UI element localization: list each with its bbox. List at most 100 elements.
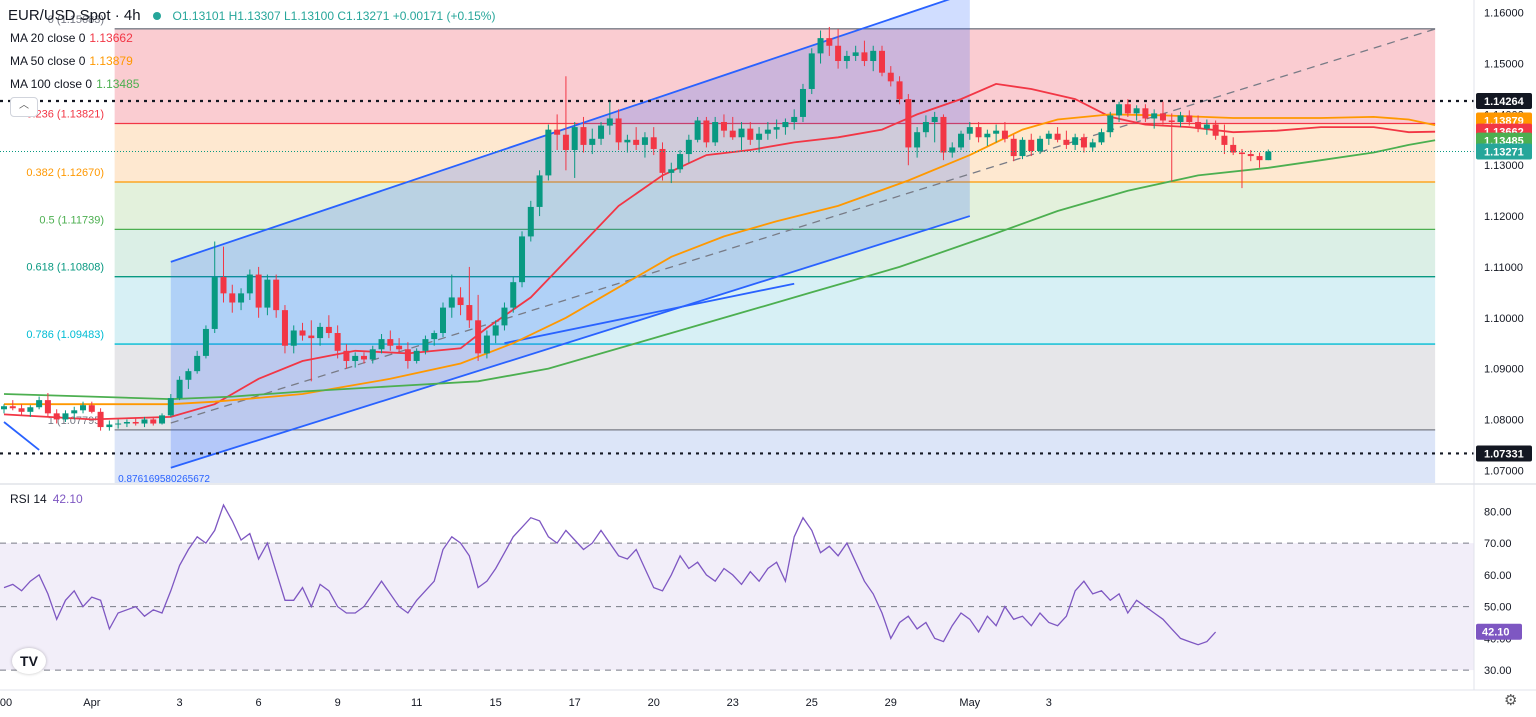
candle-body — [1010, 138, 1017, 157]
candle-body — [835, 45, 842, 62]
candle-body — [36, 400, 43, 408]
price-tick-label: 1.08000 — [1484, 414, 1524, 426]
moving-average-1 — [4, 113, 1436, 406]
candle-body — [1072, 137, 1079, 145]
time-tick-label: Apr — [83, 697, 100, 709]
candle-body — [18, 408, 25, 412]
chart-header: EUR/USD Spot · 4h O1.13101 H1.13307 L1.1… — [8, 7, 495, 24]
ma20-legend[interactable]: MA 20 close 0 1.13662 — [10, 31, 133, 45]
candle-body — [317, 326, 324, 339]
time-tick-label: 3 — [1046, 697, 1052, 709]
candle-body — [123, 421, 130, 424]
time-tick-label: 9 — [335, 697, 341, 709]
candle-body — [1177, 115, 1184, 123]
candle-body — [729, 130, 736, 138]
candle-body — [27, 407, 34, 412]
time-tick-label: 11 — [411, 697, 422, 709]
fib-label-0.382: 0.382 (1.12670) — [26, 167, 104, 179]
candle-body — [1186, 115, 1193, 123]
fib-label-0.5: 0.5 (1.11739) — [39, 214, 104, 226]
ma100-value: 1.13485 — [96, 77, 140, 91]
candle-body — [1063, 139, 1070, 145]
candle-body — [369, 349, 376, 360]
rsi-label: RSI 14 — [10, 492, 47, 506]
candle-body — [633, 139, 640, 145]
candle-body — [694, 120, 701, 140]
price-tag-bg — [1476, 143, 1532, 160]
candle-body — [1151, 113, 1158, 119]
candle-body — [1265, 151, 1272, 161]
trendline-left — [3, 421, 40, 451]
candle-body — [440, 307, 446, 334]
candle-body — [571, 127, 578, 150]
candle-body — [1168, 120, 1175, 123]
candle-body — [896, 81, 903, 100]
candle-body — [229, 293, 236, 303]
candle-body — [1159, 113, 1166, 121]
candle-body — [747, 128, 754, 140]
ma100-legend[interactable]: MA 100 close 0 1.13485 — [10, 77, 139, 91]
gear-icon[interactable]: ⚙ — [1504, 692, 1518, 709]
candle-body — [343, 350, 350, 361]
candle-body — [299, 330, 306, 336]
candle-body — [975, 127, 982, 138]
candle-body — [115, 423, 122, 425]
trendline — [504, 282, 795, 345]
candle-body — [852, 52, 859, 56]
fib-zone-0.5 — [114, 229, 1436, 277]
candle-body — [483, 335, 490, 354]
candle-body — [387, 339, 394, 346]
candle-body — [782, 122, 789, 128]
rsi-tag-label: 42.10 — [1482, 627, 1510, 639]
channel-median-line — [170, 28, 1436, 424]
candle-body — [703, 120, 710, 143]
chevron-up-icon[interactable]: ︿ — [10, 97, 38, 117]
candle-body — [1195, 122, 1202, 129]
candle-body — [246, 274, 253, 294]
price-tag-bg — [1476, 92, 1532, 109]
ma50-label: MA 50 close 0 — [10, 54, 86, 68]
time-tick-label: 23 — [727, 697, 739, 709]
price-tick-label: 1.13000 — [1484, 160, 1524, 172]
candle-body — [466, 305, 473, 321]
candle-body — [589, 138, 596, 145]
price-tag-label: 1.07331 — [1484, 448, 1524, 460]
fib-zone-1 — [114, 429, 1436, 483]
candle-body — [624, 139, 631, 143]
candle-body — [527, 206, 534, 237]
candle-body — [510, 282, 517, 308]
rsi-line — [3, 503, 1217, 646]
candle-body — [53, 413, 60, 420]
candle-body — [791, 116, 798, 123]
candle-body — [738, 128, 745, 138]
price-tick-label: 1.15000 — [1484, 59, 1524, 71]
ma20-value: 1.13662 — [89, 31, 133, 45]
ma50-legend[interactable]: MA 50 close 0 1.13879 — [10, 54, 133, 68]
time-tick-label: May — [959, 697, 980, 709]
rsi-tick-label: 30.00 — [1484, 665, 1512, 677]
symbol-title[interactable]: EUR/USD Spot · 4h — [8, 7, 141, 24]
candle-body — [922, 122, 929, 133]
candle-body — [404, 349, 411, 361]
price-tick-label: 1.10000 — [1484, 313, 1524, 325]
candle-body — [668, 169, 675, 173]
time-tick-label: 6 — [256, 697, 262, 709]
candle-body — [176, 379, 183, 399]
candle-body — [870, 50, 877, 62]
price-tag-bg — [1476, 445, 1532, 462]
tradingview-logo-icon[interactable]: TV — [12, 648, 46, 674]
candle-body — [799, 88, 806, 117]
candle-body — [1037, 138, 1044, 152]
rsi-legend[interactable]: RSI 14 42.10 — [10, 492, 83, 506]
candle-body — [290, 330, 297, 346]
candle-body — [615, 118, 622, 143]
candle-body — [431, 333, 438, 340]
candle-body — [1107, 115, 1114, 133]
candle-body — [764, 129, 771, 134]
time-tick-label: 00 — [0, 697, 12, 709]
candle-body — [554, 129, 561, 135]
candle-body — [685, 139, 692, 155]
time-tick-label: 29 — [885, 697, 897, 709]
candle-body — [211, 277, 218, 329]
